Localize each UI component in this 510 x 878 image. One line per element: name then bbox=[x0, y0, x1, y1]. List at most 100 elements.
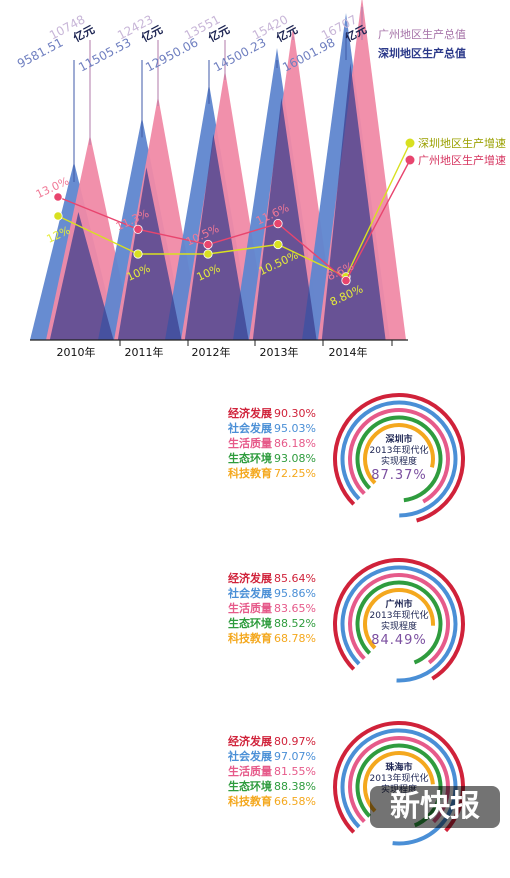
indicator-row: 生活质量 83.65% bbox=[228, 601, 338, 616]
year-label: 2013年 bbox=[260, 345, 299, 359]
indicator-row: 社会发展 97.07% bbox=[228, 749, 338, 764]
city-modernization-block: 经济发展 90.30% 社会发展 95.03% 生活质量 86.18% 生态环境 93.08%… bbox=[0, 390, 510, 550]
indicator-value: 93.08% bbox=[274, 452, 316, 465]
growth-legend-dot bbox=[405, 155, 415, 165]
center-line1: 2013年现代化 bbox=[369, 611, 429, 621]
indicator-row: 社会发展 95.03% bbox=[228, 421, 338, 436]
growth-point bbox=[273, 239, 283, 250]
total-value: 87.37% bbox=[371, 468, 427, 483]
growth-line bbox=[57, 142, 411, 278]
indicator-ring bbox=[333, 558, 465, 681]
indicator-list: 经济发展 90.30% 社会发展 95.03% 生活质量 86.18% 生态环境 93.08%… bbox=[228, 406, 338, 481]
year-label: 2011年 bbox=[125, 345, 164, 359]
indicator-name: 生态环境 bbox=[228, 617, 272, 630]
gdp-legend-item: 深圳地区生产总值 bbox=[378, 46, 466, 60]
growth-point bbox=[203, 249, 213, 259]
overlap-shade bbox=[184, 133, 249, 340]
indicator-name: 社会发展 bbox=[228, 422, 272, 435]
indicator-value: 83.65% bbox=[274, 602, 316, 615]
indicator-name: 社会发展 bbox=[228, 750, 272, 763]
indicator-row: 科技教育 66.58% bbox=[228, 794, 338, 809]
overlap-shade bbox=[252, 97, 317, 340]
indicator-ring bbox=[348, 573, 450, 665]
radial-ring-chart bbox=[333, 558, 465, 683]
indicator-row: 经济发展 80.97% bbox=[228, 734, 338, 749]
indicator-value: 90.30% bbox=[274, 407, 316, 420]
indicator-value: 88.52% bbox=[274, 617, 316, 630]
indicator-name: 生态环境 bbox=[228, 452, 272, 465]
indicator-name: 生活质量 bbox=[228, 602, 272, 615]
indicator-row: 生活质量 81.55% bbox=[228, 764, 338, 779]
indicator-row: 生活质量 86.18% bbox=[228, 436, 338, 451]
growth-point bbox=[273, 219, 283, 229]
center-line2: 实现程度 bbox=[380, 622, 417, 632]
indicator-name: 社会发展 bbox=[228, 587, 272, 600]
growth-line bbox=[57, 159, 411, 282]
indicator-name: 生活质量 bbox=[228, 437, 272, 450]
indicator-ring bbox=[348, 408, 450, 504]
center-line2: 实现程度 bbox=[380, 457, 417, 467]
sz-gdp-label: 14500.23 bbox=[211, 35, 268, 74]
city-modernization-block: 经济发展 85.64% 社会发展 95.86% 生活质量 83.65% 生态环境 88.52%… bbox=[0, 555, 510, 715]
indicator-name: 科技教育 bbox=[228, 467, 272, 480]
indicator-value: 88.38% bbox=[274, 780, 316, 793]
gdp-legend-item: 广州地区生产总值 bbox=[378, 27, 466, 41]
indicator-value: 95.86% bbox=[274, 587, 316, 600]
indicator-row: 社会发展 95.86% bbox=[228, 586, 338, 601]
total-value: 84.49% bbox=[371, 633, 427, 648]
year-label: 2010年 bbox=[57, 345, 96, 359]
growth-point bbox=[203, 239, 213, 250]
indicator-name: 科技教育 bbox=[228, 632, 272, 645]
year-label: 2012年 bbox=[192, 345, 231, 359]
indicator-name: 经济发展 bbox=[228, 735, 272, 748]
indicator-value: 66.58% bbox=[274, 795, 316, 808]
indicator-ring bbox=[355, 415, 443, 503]
indicator-value: 86.18% bbox=[274, 437, 316, 450]
indicator-row: 生态环境 88.38% bbox=[228, 779, 338, 794]
sz-gdp-label: 9581.51 bbox=[15, 35, 65, 71]
indicator-ring bbox=[340, 565, 458, 683]
gdp-chart: 2010年 2011年 2012年 2013年 2014年9581.5110748亿元1… bbox=[15, 0, 506, 359]
indicator-name: 经济发展 bbox=[228, 572, 272, 585]
growth-point bbox=[341, 275, 351, 286]
indicator-value: 72.25% bbox=[274, 467, 316, 480]
overlap-shade bbox=[49, 211, 114, 340]
sz-gdp-label: 11505.53 bbox=[76, 35, 133, 74]
indicator-name: 经济发展 bbox=[228, 407, 272, 420]
indicator-name: 生态环境 bbox=[228, 780, 272, 793]
overlap-shade bbox=[321, 63, 386, 340]
indicator-value: 68.78% bbox=[274, 632, 316, 645]
indicator-name: 科技教育 bbox=[228, 795, 272, 808]
indicator-row: 经济发展 90.30% bbox=[228, 406, 338, 421]
city-name: 珠海市 bbox=[383, 760, 415, 773]
growth-point bbox=[133, 224, 143, 234]
indicator-ring bbox=[363, 588, 435, 650]
indicator-ring bbox=[333, 393, 465, 523]
indicator-row: 科技教育 68.78% bbox=[228, 631, 338, 646]
indicator-ring bbox=[340, 400, 458, 518]
year-label: 2014年 bbox=[329, 345, 368, 359]
indicator-ring bbox=[355, 580, 443, 665]
indicator-ring bbox=[340, 728, 458, 846]
indicator-value: 95.03% bbox=[274, 422, 316, 435]
growth-point bbox=[53, 211, 63, 221]
growth-legend-item: 广州地区生产增速 bbox=[418, 153, 506, 167]
indicator-name: 生活质量 bbox=[228, 765, 272, 778]
indicator-value: 81.55% bbox=[274, 765, 316, 778]
ring-center-text: 深圳市 2013年现代化 实现程度 87.37% bbox=[349, 427, 449, 484]
city-name: 广州市 bbox=[383, 597, 415, 610]
growth-legend-item: 深圳地区生产增速 bbox=[418, 136, 506, 150]
indicator-ring bbox=[363, 423, 435, 485]
radial-ring-chart bbox=[333, 393, 465, 523]
indicator-value: 80.97% bbox=[274, 735, 316, 748]
city-name: 深圳市 bbox=[383, 432, 415, 445]
growth-point bbox=[133, 249, 143, 259]
center-line1: 2013年现代化 bbox=[369, 774, 429, 784]
growth-legend-dot bbox=[405, 138, 415, 148]
ring-center-text: 广州市 2013年现代化 实现程度 84.49% bbox=[349, 592, 449, 649]
sz-gdp-label: 16001.98 bbox=[280, 35, 337, 74]
indicator-list: 经济发展 85.64% 社会发展 95.86% 生活质量 83.65% 生态环境 88.52%… bbox=[228, 571, 338, 646]
indicator-row: 科技教育 72.25% bbox=[228, 466, 338, 481]
indicator-row: 生态环境 93.08% bbox=[228, 451, 338, 466]
indicator-value: 97.07% bbox=[274, 750, 316, 763]
